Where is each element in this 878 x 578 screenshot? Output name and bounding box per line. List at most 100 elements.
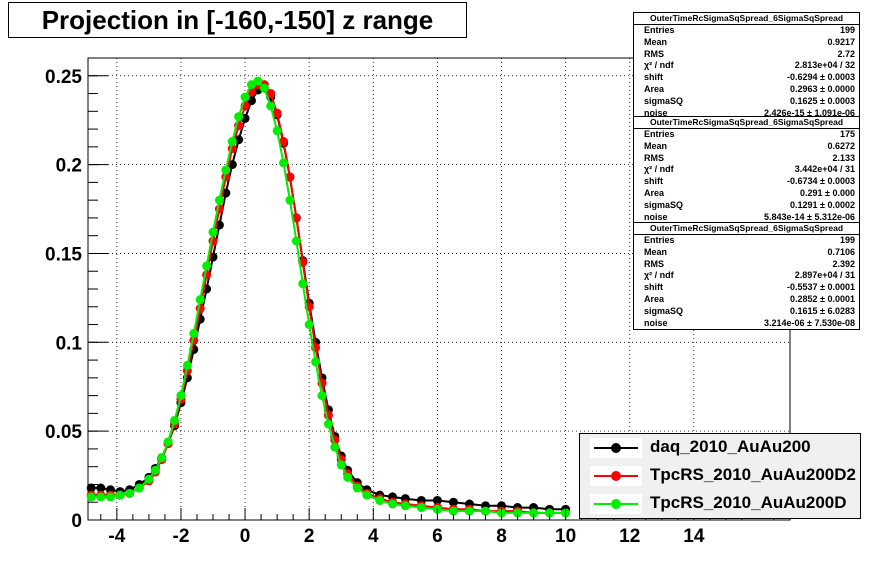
x-tick-label: -2	[173, 526, 190, 547]
data-point	[448, 506, 458, 516]
legend-entry: TpcRS_2010_AuAu200D	[580, 490, 860, 518]
data-point	[227, 137, 237, 147]
data-point	[343, 472, 353, 482]
stats-key: shift	[644, 176, 663, 187]
series-2	[86, 76, 571, 518]
data-point	[311, 357, 321, 367]
data-point	[189, 328, 199, 338]
stats-row: Mean 0.7106	[634, 247, 859, 259]
stats-key: χ² / ndf	[644, 164, 674, 175]
stats-value: 0.1625 ± 0.0003	[790, 95, 855, 106]
stats-key: noise	[644, 317, 668, 328]
stats-key: Entries	[644, 235, 675, 245]
stats-key: noise	[644, 107, 668, 118]
data-point	[163, 437, 173, 447]
data-point	[317, 391, 327, 401]
data-point	[330, 442, 340, 452]
stats-key: shift	[644, 282, 663, 293]
data-point	[304, 320, 314, 330]
stats-value: -0.6734 ± 0.0003	[787, 176, 855, 187]
legend-marker	[590, 438, 642, 458]
data-point	[208, 227, 218, 237]
data-point	[448, 497, 458, 507]
legend-marker	[590, 494, 642, 514]
x-tick-label: -4	[108, 526, 125, 547]
stats-row: Area 0.2963 ± 0.0000	[634, 84, 859, 96]
data-series	[86, 76, 571, 518]
data-point	[464, 506, 474, 516]
data-point	[529, 508, 539, 518]
stats-row: shift -0.6294 ± 0.0003	[634, 72, 859, 84]
x-tick-label: 4	[368, 526, 379, 547]
stats-row: χ² / ndf 3.442e+04 / 31	[634, 164, 859, 176]
data-point	[416, 503, 426, 513]
data-point	[336, 460, 346, 470]
stats-key: RMS	[644, 152, 664, 163]
stats-value: 3.214e-06 ± 7.530e-08	[763, 317, 855, 328]
stats-value: 2.897e+04 / 31	[794, 270, 855, 281]
y-tick-label: 0.15	[45, 244, 82, 265]
stats-row: RMS 2.392	[634, 259, 859, 271]
x-tick-label: 0	[240, 526, 251, 547]
data-point	[234, 112, 244, 122]
stats-key: RMS	[644, 258, 664, 269]
data-point	[400, 501, 410, 511]
stats-value: 2.392	[832, 258, 855, 269]
legend-label: daq_2010_AuAu200	[650, 437, 811, 456]
stats-value: -0.6294 ± 0.0003	[787, 72, 855, 83]
y-tick-label: 0.2	[56, 156, 82, 177]
stats-box: OuterTimeRcSigmaSqSpread_6SigmaSqSpread E…	[633, 116, 860, 225]
stats-key: sigmaSQ	[644, 305, 684, 316]
data-point	[96, 483, 106, 493]
stats-value: 0.291 ± 0.000	[800, 187, 855, 198]
data-point	[323, 419, 333, 429]
x-tick-label: 8	[496, 526, 507, 547]
data-point	[279, 137, 289, 147]
stats-key: Entries	[644, 25, 675, 35]
stats-row: Mean 0.6272	[634, 141, 859, 153]
stats-value: 0.1291 ± 0.0002	[790, 199, 855, 210]
data-point	[352, 483, 362, 493]
stats-row: sigmaSQ 0.1615 ± 6.0283	[634, 306, 859, 318]
data-point	[362, 490, 372, 500]
data-point	[266, 89, 276, 99]
data-point	[259, 83, 269, 93]
data-point	[375, 495, 385, 505]
stats-row: Mean 0.9217	[634, 37, 859, 49]
data-point	[134, 483, 144, 493]
stats-box: OuterTimeRcSigmaSqSpread_6SigmaSqSpread E…	[633, 12, 860, 121]
stats-key: Mean	[644, 140, 668, 151]
stats-row: RMS 2.72	[634, 49, 859, 61]
stats-key: RMS	[644, 48, 664, 59]
stats-row: χ² / ndf 2.813e+04 / 32	[634, 60, 859, 72]
x-tick-label: 10	[555, 526, 576, 547]
stats-value: 2.133	[832, 152, 855, 163]
stats-row: shift -0.6734 ± 0.0003	[634, 176, 859, 188]
data-point	[86, 483, 96, 493]
stats-row: Area 0.291 ± 0.000	[634, 188, 859, 200]
stats-key: χ² / ndf	[644, 60, 674, 71]
stats-value: 0.6272	[827, 140, 855, 151]
stats-value: 175	[839, 129, 855, 139]
data-point	[266, 101, 276, 111]
stats-row: noise 5.843e-14 ± 5.312e-06	[634, 212, 859, 224]
stats-key: noise	[644, 211, 668, 222]
stats-value: 0.1615 ± 6.0283	[790, 305, 855, 316]
data-point	[298, 279, 308, 289]
stats-header: OuterTimeRcSigmaSqSpread_6SigmaSqSpread	[634, 117, 859, 129]
data-point	[221, 165, 231, 175]
data-point	[388, 499, 398, 509]
y-tick-label: 0	[71, 511, 82, 532]
data-point	[545, 508, 555, 518]
data-point	[144, 474, 154, 484]
stats-value: 5.843e-14 ± 5.312e-06	[763, 211, 855, 222]
data-point	[182, 360, 192, 370]
axes: -4 -2 0 2 4 6 8 10 12 14 0 0.05 0.1 0.15 0.2 0.25	[45, 67, 775, 547]
stats-key: Area	[644, 83, 665, 94]
data-point	[115, 490, 125, 500]
stats-value: 2.813e+04 / 32	[794, 60, 855, 71]
stats-value: 0.2963 ± 0.0000	[790, 83, 855, 94]
stats-row: noise 2.426e-15 ± 1.091e-06	[634, 108, 859, 120]
stats-row: χ² / ndf 2.897e+04 / 31	[634, 270, 859, 282]
data-point	[202, 261, 212, 271]
